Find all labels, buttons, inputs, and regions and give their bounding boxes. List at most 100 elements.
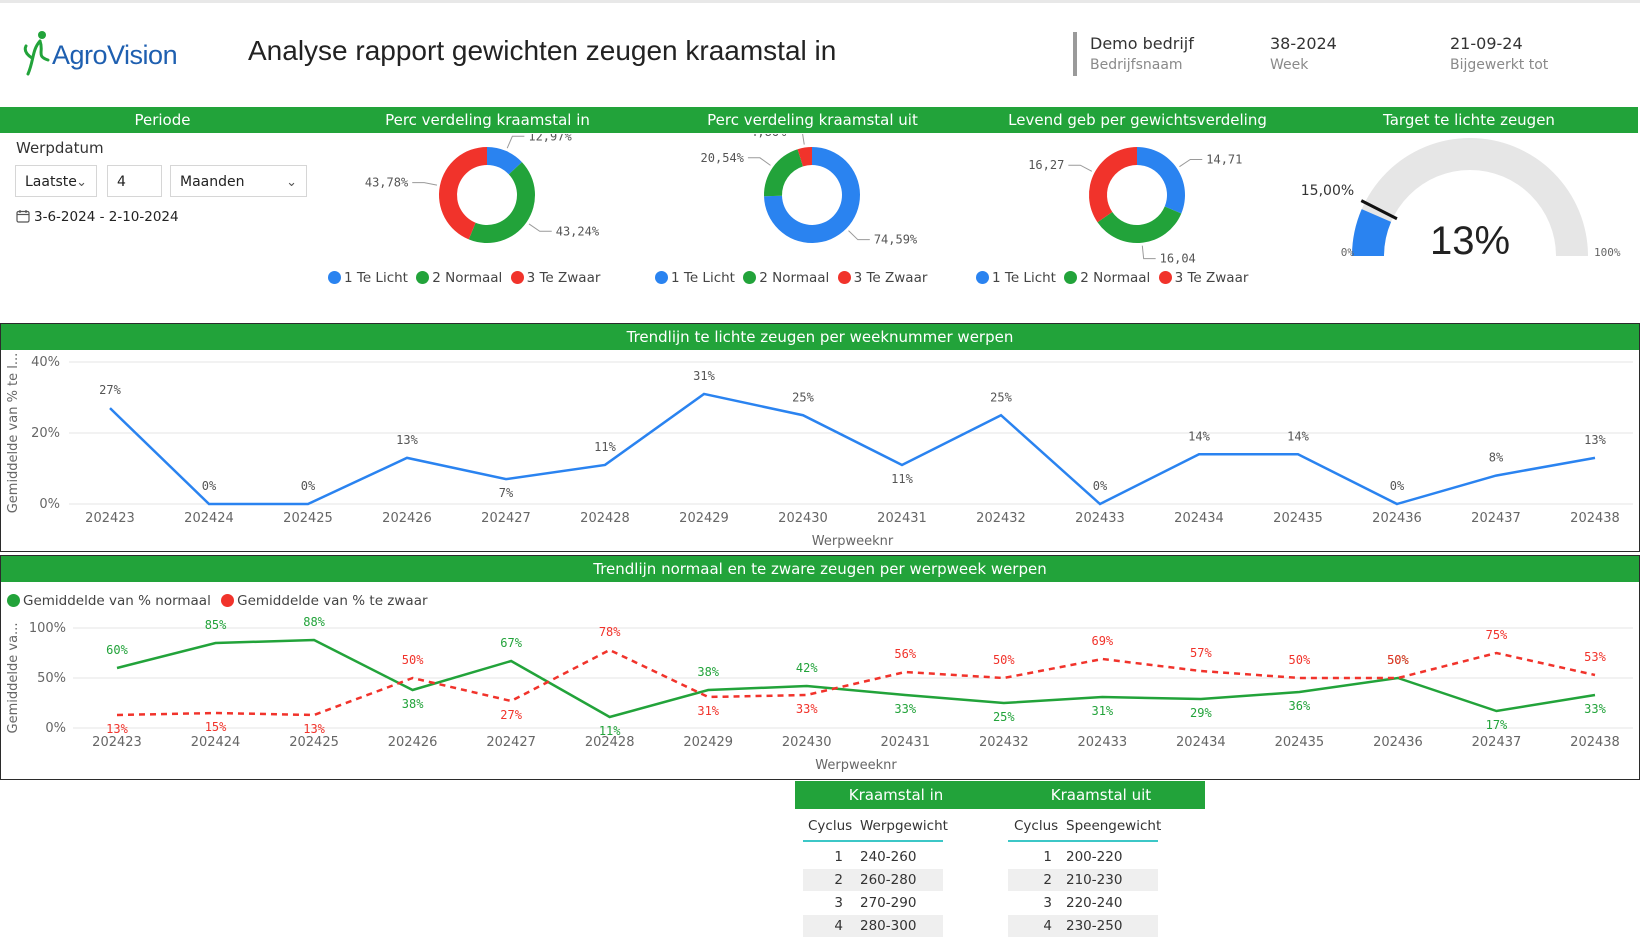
series-line-te-zwaar[interactable] (116, 648, 1596, 717)
legend-dot-red (837, 271, 851, 284)
data-label-normaal: 33% (894, 702, 916, 716)
donut-slice-te-licht[interactable] (487, 147, 522, 175)
gauge-value-label: 13% (1430, 219, 1510, 263)
data-label-normaal: 42% (796, 661, 818, 675)
gauge-target-label: 15,00% (1301, 183, 1354, 199)
series-line-te-licht[interactable] (109, 392, 1596, 506)
cell-cyclus: 2 (834, 872, 843, 888)
data-label-te-licht: 31% (693, 369, 715, 383)
y-tick-label: 40% (31, 355, 60, 370)
donut-leader-line (528, 223, 552, 232)
y-tick-label: 100% (29, 621, 66, 636)
x-tick-label: 202428 (585, 735, 635, 750)
x-tick-label: 202427 (481, 511, 531, 526)
data-label-normaal: 38% (402, 697, 424, 711)
donut1-legend: 1 Te Licht 2 Normaal 3 Te Zwaar (328, 270, 600, 286)
donut-data-label: 14,71 (1206, 153, 1242, 167)
trend2-title: Trendlijn normaal en te zware zeugen per… (1, 556, 1639, 582)
data-label-normaal: 67% (500, 636, 522, 650)
chevron-down-icon: ⌄ (286, 175, 297, 190)
donut-slice-te-licht[interactable] (1137, 147, 1185, 214)
data-label-te-zwaar: 33% (796, 702, 818, 716)
x-tick-label: 202431 (877, 511, 927, 526)
cell-gewicht: 280-300 (860, 918, 917, 934)
donut-slice-normaal[interactable] (764, 149, 803, 197)
legend-dot-green (416, 271, 430, 284)
donut-slice-te-zwaar[interactable] (1089, 147, 1137, 223)
cell-gewicht: 220-240 (1066, 895, 1123, 911)
y-tick-label: 50% (37, 671, 66, 686)
donut-leader-line (747, 157, 771, 166)
legend-label: 2 Normaal (759, 270, 830, 286)
data-label-normaal: 31% (1091, 704, 1113, 718)
data-label-te-licht: 13% (396, 433, 418, 447)
legend-label: 1 Te Licht (992, 270, 1056, 286)
donut-data-label: 16,27 (1028, 158, 1064, 172)
data-label-normaal: 38% (697, 665, 719, 679)
data-label-te-licht: 0% (202, 479, 217, 493)
data-label-te-licht: 8% (1489, 451, 1504, 465)
x-tick-label: 202429 (679, 511, 729, 526)
legend-dot-green (1064, 271, 1078, 284)
data-label-normaal: 60% (106, 643, 128, 657)
x-tick-label: 202425 (283, 511, 333, 526)
donut2-legend: 1 Te Licht 2 Normaal 3 Te Zwaar (655, 270, 927, 286)
data-label-te-licht: 25% (792, 390, 814, 404)
x-tick-label: 202430 (778, 511, 828, 526)
logo-mark-icon (23, 31, 50, 76)
donut-leader-line (506, 135, 525, 149)
donut-leader-line (412, 182, 438, 186)
x-tick-label: 202432 (979, 735, 1029, 750)
date-range-text: 3-6-2024 - 2-10-2024 (34, 209, 179, 225)
gauge-max-label: 100% (1594, 246, 1621, 259)
legend-label-zwaar: Gemiddelde van % te zwaar (237, 593, 428, 609)
data-label-te-zwaar: 13% (106, 722, 128, 736)
series-line-normaal[interactable] (116, 638, 1596, 719)
cell-cyclus: 1 (834, 849, 843, 865)
donut-slice-normaal[interactable] (1097, 206, 1182, 243)
donut-data-label: 43,78% (365, 176, 409, 190)
legend-label-normaal: Gemiddelde van % normaal (23, 593, 211, 609)
logo: AgroVision (22, 30, 182, 84)
data-label-normaal: 50% (1387, 653, 1409, 667)
calendar-icon (16, 210, 30, 223)
donut-slice-te-zwaar[interactable] (439, 147, 487, 240)
x-axis-title: Werpweeknr (812, 534, 894, 549)
cell-cyclus: 4 (834, 918, 843, 934)
period-amount-input[interactable]: 4 (107, 165, 162, 197)
column-header: Cyclus (1014, 818, 1059, 834)
table-title: Kraamstal uit (997, 781, 1205, 809)
data-label-te-licht: 11% (594, 440, 616, 454)
table-row: 3 270-290 (803, 892, 943, 914)
data-label-te-zwaar: 31% (697, 704, 719, 718)
gauge-target-marker (1360, 199, 1398, 221)
legend-dot-red (221, 594, 235, 607)
x-tick-label: 202437 (1471, 511, 1521, 526)
donut-chart-kraamstal-uit: 74,59% 20,54% 4,86% (701, 134, 918, 247)
gauge-chart: 15,00% 0% 100% 13% (1301, 138, 1621, 263)
donut-leader-line (1068, 164, 1093, 172)
legend-dot-green (743, 271, 757, 284)
donut-data-label: 16,04 (1160, 252, 1196, 266)
gauge-min-label: 0% (1341, 246, 1355, 259)
legend-label: 1 Te Licht (671, 270, 735, 286)
period-mode-select[interactable]: Laatste ⌄ (15, 165, 97, 197)
cell-gewicht: 270-290 (860, 895, 917, 911)
legend-dot-blue (328, 271, 341, 284)
donut-leader-line (1141, 245, 1156, 260)
legend-label: 2 Normaal (1080, 270, 1151, 286)
column-header: Cyclus (808, 818, 853, 834)
data-label-te-zwaar: 50% (1289, 653, 1311, 667)
data-label-te-zwaar: 50% (1387, 653, 1409, 667)
period-unit-select[interactable]: Maanden ⌄ (170, 165, 307, 197)
donut-slice-te-zwaar[interactable] (797, 147, 812, 167)
donut-slice-te-licht[interactable] (764, 147, 860, 243)
gauge-fill (1352, 209, 1392, 256)
x-tick-label: 202436 (1373, 735, 1423, 750)
data-label-te-zwaar: 50% (402, 653, 424, 667)
donut-slice-normaal[interactable] (468, 162, 535, 243)
data-label-te-zwaar: 53% (1584, 650, 1606, 664)
data-label-normaal: 36% (1289, 699, 1311, 713)
x-tick-label: 202427 (486, 735, 536, 750)
table-row: 2 260-280 (803, 869, 943, 891)
